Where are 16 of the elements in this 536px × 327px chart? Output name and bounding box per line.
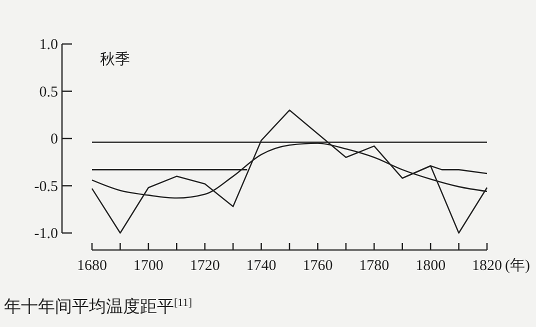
x-tick-label: 1680 [77,258,107,274]
y-tick-label: -1.0 [34,226,58,242]
x-axis-title: (年) [505,257,530,274]
y-tick-label: 1.0 [39,37,58,53]
y-tick-label: -0.5 [34,178,58,195]
x-tick-label: 1740 [246,258,276,274]
x-tick-label: 1800 [416,258,446,274]
x-tick-label: 1820 [472,258,502,274]
y-tick-label: 0 [50,132,58,148]
x-tick-label: 1720 [190,258,220,274]
x-tick-label: 1700 [133,258,164,274]
y-tick-label: 0.5 [39,84,58,100]
text: 年十年间平均温度距平$^{[11]}$ [4,297,192,316]
annotation: 秋季 [100,51,130,68]
x-tick-label: 1760 [302,258,333,274]
x-tick-label: 1780 [359,258,390,274]
